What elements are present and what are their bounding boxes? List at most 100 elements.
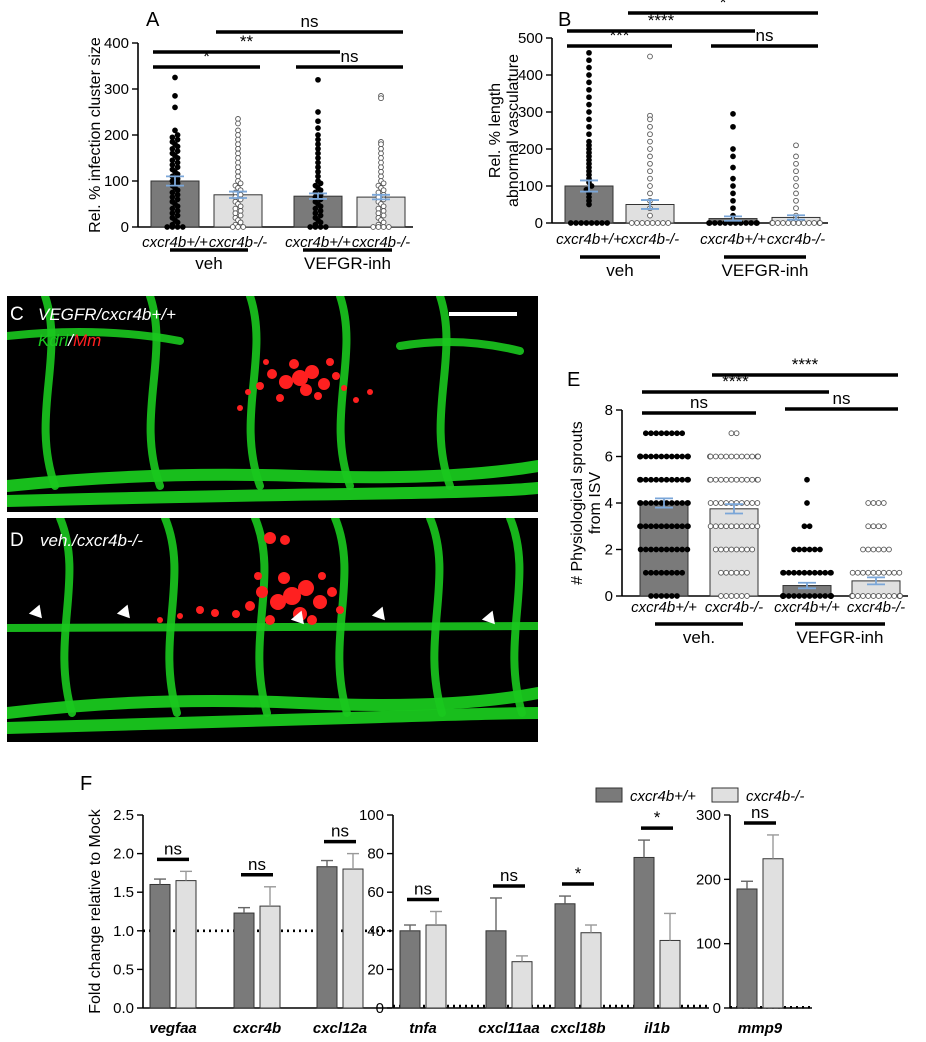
significance-label: * [720, 0, 727, 12]
legend-swatch-light [711, 787, 739, 803]
data-point [378, 155, 384, 161]
data-point [169, 162, 176, 168]
bacteria-cluster [278, 572, 290, 584]
vessel [7, 622, 538, 632]
data-point [647, 131, 653, 138]
y-tick-label: 0 [605, 588, 613, 605]
data-point [174, 136, 181, 143]
data-point [315, 132, 321, 138]
significance-label: **** [792, 355, 819, 374]
data-point [317, 219, 324, 226]
data-point [174, 164, 181, 171]
data-point [648, 430, 654, 437]
bacteria-cluster [263, 359, 269, 365]
chart-F3: 0 100 200 300 ns mmp9 [696, 803, 812, 1037]
data-point [793, 183, 799, 189]
y-tick-label: 0 [121, 219, 129, 236]
data-point [822, 569, 829, 576]
data-point [653, 523, 660, 530]
x-tick-label: mmp9 [738, 1020, 783, 1037]
data-point [578, 220, 585, 226]
data-point [235, 136, 241, 143]
data-point [723, 569, 730, 576]
data-point [642, 523, 649, 530]
data-point [169, 189, 176, 196]
data-point [174, 132, 181, 138]
data-point [730, 164, 736, 171]
data-point [865, 523, 872, 530]
y-tick-label: 1.5 [113, 884, 134, 901]
data-point [674, 593, 680, 599]
data-point [375, 224, 382, 230]
bar [633, 856, 655, 1009]
data-point [583, 220, 590, 226]
data-point [754, 500, 761, 506]
data-point [749, 546, 756, 553]
data-point [891, 569, 898, 576]
data-point [870, 546, 877, 553]
data-point [237, 219, 244, 226]
data-point [738, 546, 745, 553]
y-tick-label: 40 [367, 923, 384, 940]
significance-label: ns [690, 393, 708, 412]
y-tick-label: 0 [713, 1000, 721, 1017]
data-point [712, 546, 719, 553]
data-point [378, 141, 384, 148]
vessel [161, 518, 181, 717]
data-point [707, 500, 714, 506]
data-point [637, 523, 644, 530]
data-point [668, 546, 675, 553]
data-point [378, 159, 384, 166]
data-point [780, 593, 787, 599]
data-point [378, 164, 384, 171]
data-point [172, 127, 178, 134]
bacteria-cluster [267, 369, 277, 379]
data-point [749, 523, 756, 530]
data-point [593, 220, 600, 226]
significance-label: **** [648, 11, 675, 30]
data-point [658, 476, 665, 483]
data-point [817, 569, 823, 576]
chart-F1: 0.0 0.5 1.0 1.5 2.0 2.5 ns vegfaa ns cxcr4b ns cxcl… [87, 807, 392, 1037]
data-point [642, 546, 649, 553]
data-point [653, 453, 660, 460]
data-point [380, 219, 387, 226]
y-tick-label: 6 [605, 449, 613, 466]
data-point [796, 546, 803, 553]
bacteria-cluster [283, 587, 301, 605]
data-point [723, 476, 730, 483]
data-point [668, 500, 675, 506]
data-point [717, 220, 723, 226]
data-point [685, 453, 691, 460]
data-point [685, 476, 691, 483]
bar [316, 866, 338, 1009]
data-point [647, 168, 653, 175]
data-point [817, 593, 823, 599]
data-point [730, 205, 736, 212]
data-point [870, 569, 877, 576]
significance-label: ns [331, 822, 349, 841]
data-point [880, 569, 887, 576]
data-point [647, 153, 653, 160]
x-tick-label: cxcr4b+/+ [700, 231, 766, 248]
data-point [679, 500, 686, 506]
significance-label: ns [833, 389, 851, 408]
data-point [718, 546, 724, 553]
group-label: VEFGR-inh [722, 261, 809, 280]
y-tick-label: 2.5 [113, 807, 134, 824]
data-point [315, 155, 321, 161]
vessel [56, 518, 76, 717]
group-label: VEFGR-inh [797, 628, 884, 647]
data-point [795, 220, 802, 226]
data-point [738, 523, 745, 530]
data-point [738, 476, 745, 483]
bar [709, 508, 759, 597]
bar [342, 868, 364, 1009]
x-tick-label: cxcr4b+/+ [285, 234, 351, 251]
significance-label: * [575, 864, 582, 883]
data-point [849, 593, 856, 599]
vessel [146, 296, 164, 490]
stain-sep: / [67, 331, 75, 350]
data-point [875, 523, 882, 530]
data-point [169, 157, 176, 164]
